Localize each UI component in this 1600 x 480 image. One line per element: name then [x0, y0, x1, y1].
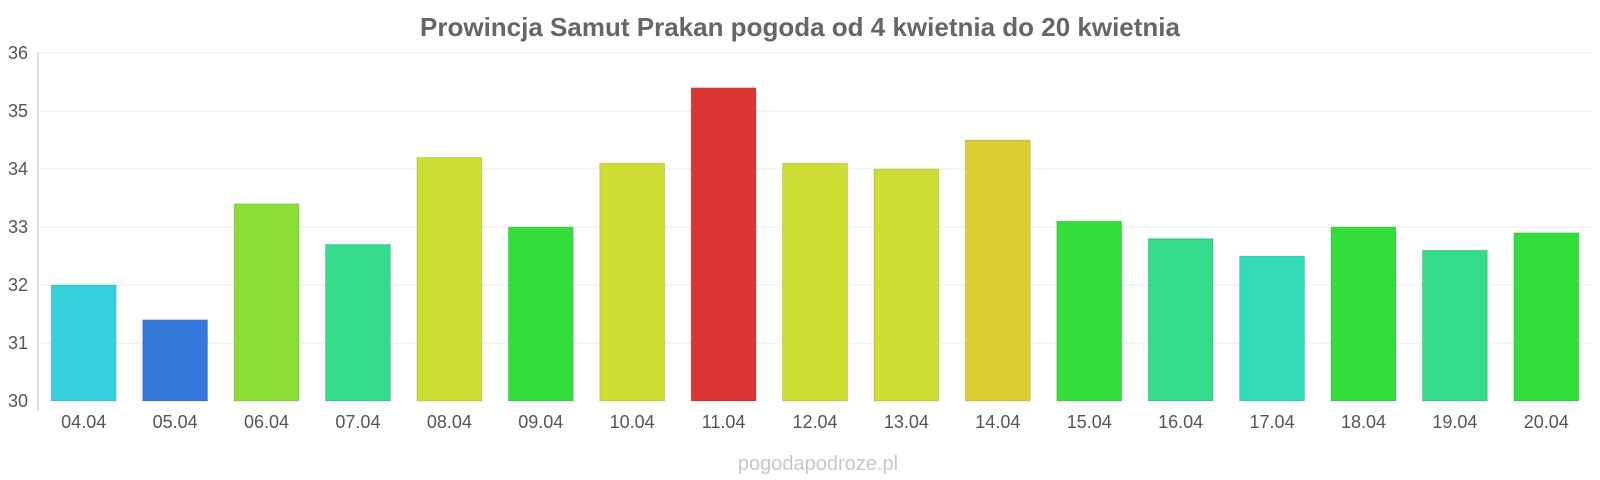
- x-tick-label: 06.04: [244, 412, 289, 432]
- x-tick-label: 16.04: [1158, 412, 1203, 432]
- x-tick-label: 08.04: [427, 412, 472, 432]
- x-tick-label: 20.04: [1524, 412, 1569, 432]
- bar-16.04: [1147, 238, 1214, 402]
- x-tick-label: 04.04: [61, 412, 106, 432]
- x-tick-label: 15.04: [1067, 412, 1112, 432]
- bar-07.04: [324, 243, 391, 402]
- x-tick-label: 12.04: [792, 412, 837, 432]
- bar-17.04: [1239, 255, 1306, 402]
- x-tick-label: 17.04: [1250, 412, 1295, 432]
- bar-09.04: [507, 226, 574, 402]
- y-tick-label: 34: [8, 159, 28, 179]
- bars: [50, 87, 1580, 402]
- bar-12.04: [782, 162, 848, 402]
- bar-19.04: [1421, 249, 1488, 402]
- x-axis-ticks: 04.04 05.04 06.04 07.04 08.04 09.04 10.04 11.04…: [61, 412, 1569, 432]
- x-tick-label: 07.04: [335, 412, 380, 432]
- bar-05.04: [142, 319, 209, 402]
- bar-18.04: [1330, 226, 1397, 402]
- x-tick-label: 10.04: [610, 412, 655, 432]
- bar-10.04: [599, 162, 666, 402]
- x-tick-label: 05.04: [153, 412, 198, 432]
- chart-title: Prowincja Samut Prakan pogoda od 4 kwiet…: [420, 12, 1181, 42]
- x-tick-label: 14.04: [975, 412, 1020, 432]
- bar-14.04: [964, 139, 1031, 402]
- bar-04.04: [50, 284, 117, 402]
- watermark: pogodapodroze.pl: [738, 453, 898, 475]
- bar-20.04: [1513, 232, 1580, 402]
- bar-13.04: [873, 168, 940, 402]
- bar-11.04: [690, 87, 757, 402]
- x-tick-label: 18.04: [1341, 412, 1386, 432]
- bar-06.04: [233, 203, 300, 402]
- bar-15.04: [1056, 220, 1123, 402]
- y-tick-label: 32: [8, 275, 28, 295]
- x-tick-label: 13.04: [884, 412, 929, 432]
- x-tick-label: 19.04: [1432, 412, 1477, 432]
- y-tick-label: 35: [8, 101, 28, 121]
- y-tick-label: 36: [8, 43, 28, 63]
- y-tick-label: 33: [8, 217, 28, 237]
- y-axis-ticks: 30 31 32 33 34 35 36: [8, 43, 28, 411]
- bar-08.04: [416, 156, 483, 402]
- x-tick-label: 11.04: [702, 412, 746, 432]
- y-tick-label: 30: [8, 391, 28, 411]
- y-tick-label: 31: [8, 333, 28, 353]
- x-tick-label: 09.04: [518, 412, 563, 432]
